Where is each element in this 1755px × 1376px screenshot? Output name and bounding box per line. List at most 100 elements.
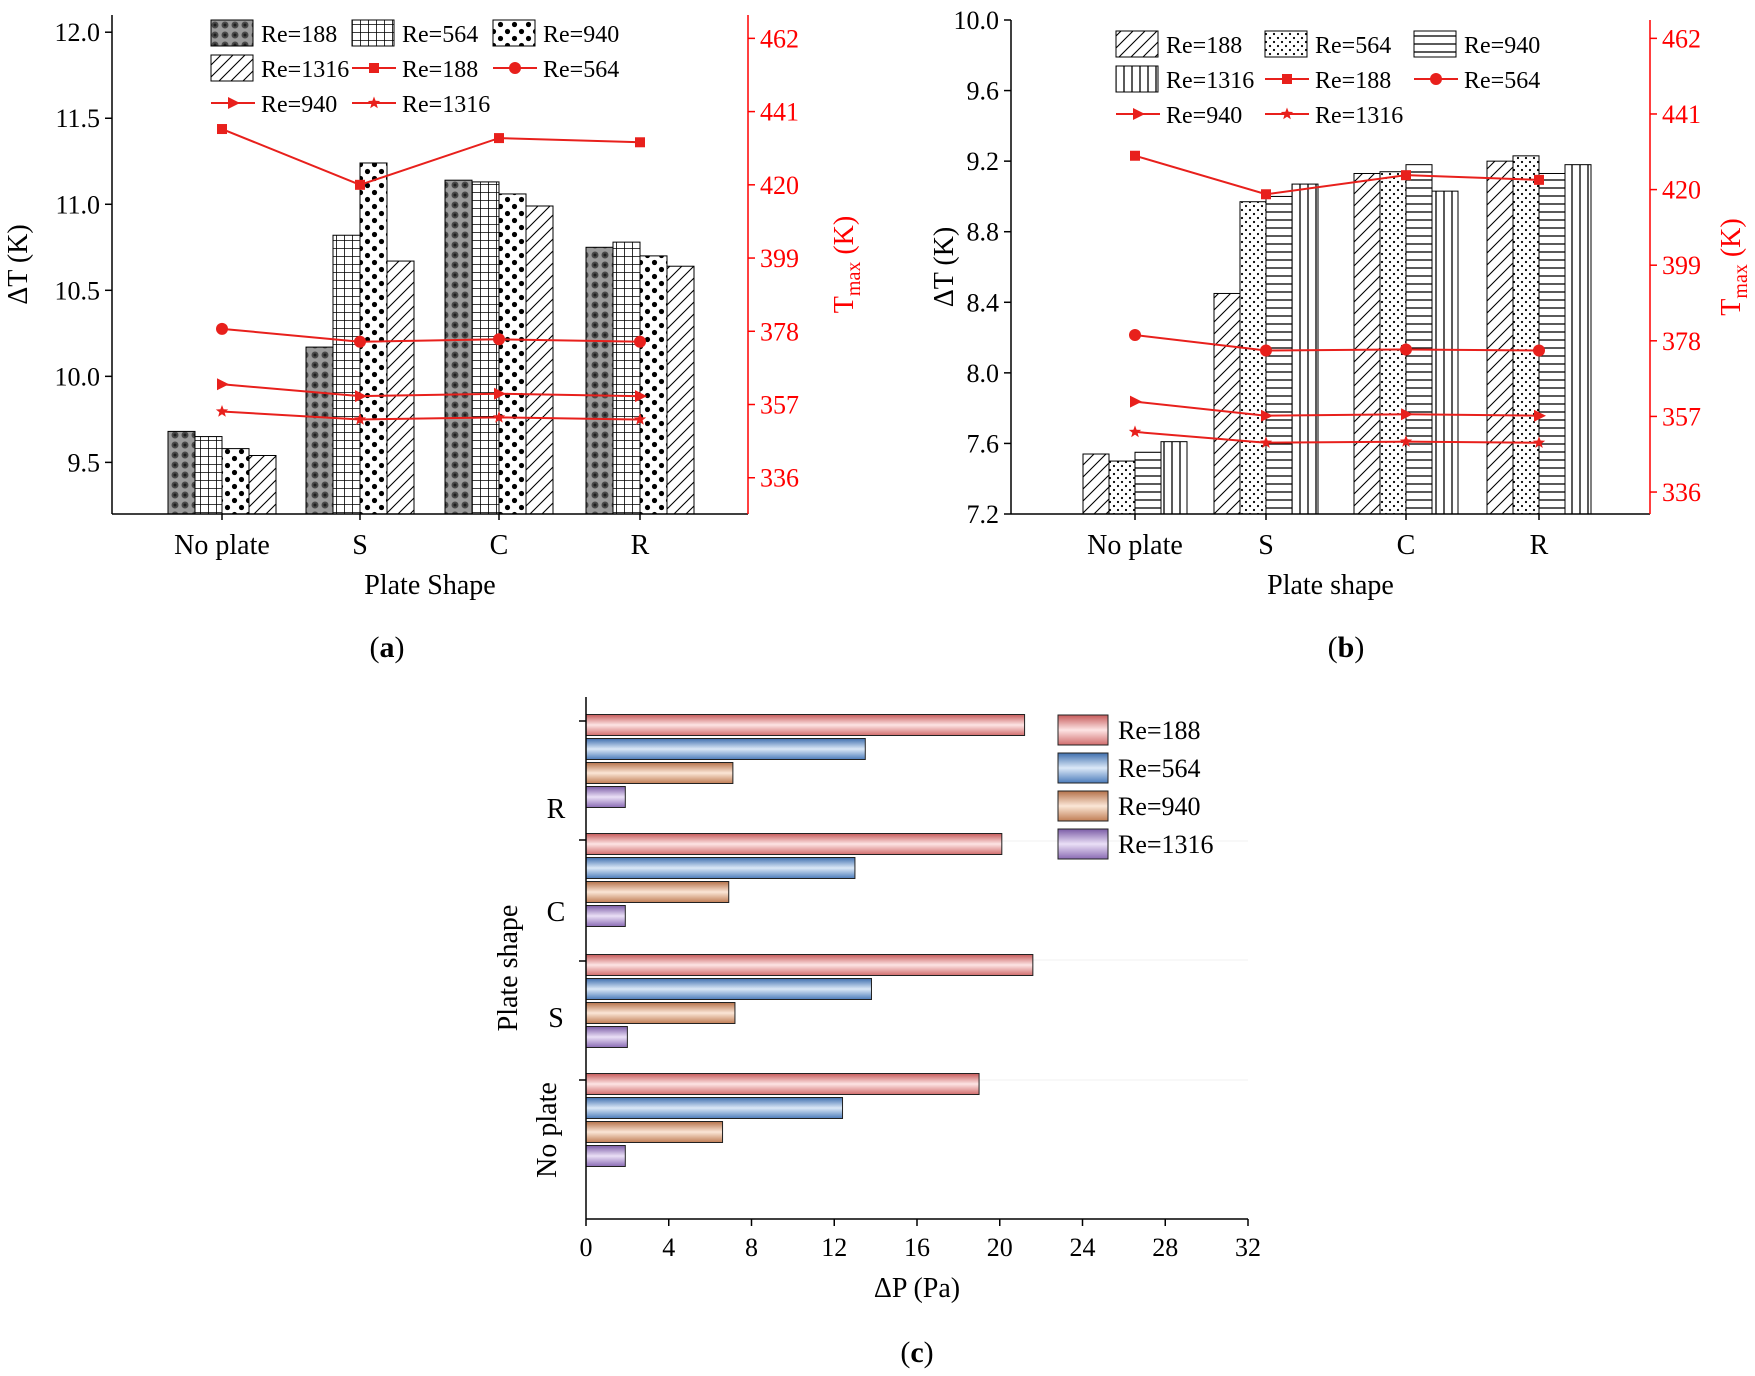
x-axis-title: ΔP (Pa) <box>874 1273 960 1304</box>
panel-label-b: (b) <box>1328 631 1365 664</box>
x-tick-label: 24 <box>1070 1233 1096 1262</box>
legend-label: Re=1316 <box>1315 103 1403 129</box>
legend-label: Re=564 <box>1315 33 1391 59</box>
bar <box>444 179 473 515</box>
line-marker <box>1129 329 1141 342</box>
x-tick-label: 8 <box>745 1233 758 1262</box>
y-tick-label: S <box>548 1003 564 1034</box>
series-line <box>1134 334 1540 352</box>
y2-tick-label: 420 <box>1662 176 1701 205</box>
bar <box>1291 183 1319 515</box>
y2-tick-label: 357 <box>760 391 799 420</box>
legend-swatch <box>1057 828 1109 860</box>
series-line <box>221 327 641 343</box>
line-marker <box>1130 395 1142 408</box>
line-marker <box>1532 436 1546 448</box>
y2-tick-label: 441 <box>1662 100 1701 129</box>
line-marker <box>1259 436 1273 448</box>
legend-label: Re=564 <box>402 22 478 48</box>
hbar <box>585 738 866 760</box>
x-tick-label: 0 <box>580 1233 593 1262</box>
y-tick-label: 7.6 <box>967 429 1000 458</box>
bar <box>612 241 641 515</box>
bar <box>194 436 223 515</box>
legend-swatch <box>210 54 254 82</box>
y-tick-label: 8.4 <box>967 288 1000 317</box>
y2-axis-title: Tmax (K) <box>1716 218 1752 315</box>
bar <box>1213 292 1241 515</box>
bar <box>1379 171 1407 515</box>
series-line <box>1134 430 1540 444</box>
bar <box>639 255 668 515</box>
line-marker <box>492 410 506 423</box>
y-tick-label: 9.5 <box>68 448 101 477</box>
bar <box>167 430 196 515</box>
bar <box>1564 164 1592 515</box>
legend-label: Re=564 <box>543 57 619 83</box>
legend-label: Re=188 <box>1166 33 1242 59</box>
x-tick-label: 12 <box>821 1233 847 1262</box>
hbar <box>585 1073 980 1095</box>
line-marker <box>494 387 506 400</box>
x-tick-label: C <box>1397 530 1416 561</box>
svg-text:(b): (b) <box>1328 631 1365 664</box>
legend-label: Re=188 <box>1118 716 1201 745</box>
y2-tick-label: 357 <box>1662 402 1701 431</box>
legend-label: Re=188 <box>402 57 478 83</box>
y-tick-label: 8.8 <box>967 218 1000 247</box>
series-line <box>221 410 641 421</box>
panel-label-a: (a) <box>370 631 405 664</box>
panel-b: 7.2 7.6 8.0 8.4 8.8 9.2 9.6 10.0 336 357 378 399 420… <box>929 6 1752 601</box>
hbar <box>585 1121 724 1143</box>
y-tick-label: C <box>547 897 566 928</box>
hbar <box>585 1145 626 1167</box>
line-marker <box>633 413 647 425</box>
y-tick-label: 7.2 <box>967 500 1000 529</box>
line-marker <box>635 390 647 403</box>
legend-swatch <box>1057 790 1109 822</box>
legend-label: Re=1316 <box>402 92 490 118</box>
panel-a: 9.5 10.0 10.5 11.0 11.5 12.0 336 357 378 399 420 44… <box>3 15 865 601</box>
bar <box>1239 201 1267 515</box>
hbar <box>585 881 730 903</box>
y-axis-title: Plate shape <box>493 905 524 1032</box>
y2-tick-label: 336 <box>760 464 799 493</box>
y-tick-label: 10.0 <box>55 362 101 391</box>
x-tick-label: 28 <box>1152 1233 1178 1262</box>
y-tick-label: 11.5 <box>55 104 100 133</box>
hbar <box>585 857 856 879</box>
bar <box>386 260 415 515</box>
hbar <box>585 978 872 1000</box>
legend-marker <box>1430 73 1442 85</box>
y2-tick-label: 399 <box>760 244 799 273</box>
legend: Re=188 Re=564 Re=940 Re=1316 Re=188 Re=564 Re=… <box>1115 30 1540 129</box>
bar <box>1160 441 1188 515</box>
bar <box>666 265 695 515</box>
legend-swatch <box>1413 30 1457 58</box>
legend-label: Re=940 <box>1118 792 1201 821</box>
x-tick-label: 4 <box>662 1233 675 1262</box>
bar <box>1082 453 1110 515</box>
x-axis-title: Plate shape <box>1267 570 1394 601</box>
legend-label: Re=188 <box>1315 68 1391 94</box>
line-marker <box>494 133 504 144</box>
legend-label: Re=940 <box>261 92 337 118</box>
legend-label: Re=940 <box>1166 103 1242 129</box>
y-tick-label: 8.0 <box>967 359 1000 388</box>
x-tick-label: 20 <box>987 1233 1013 1262</box>
y-tick-label: R <box>547 794 566 825</box>
bar <box>1486 160 1514 515</box>
svg-text:(a): (a) <box>370 631 405 664</box>
y-tick-label: 9.2 <box>967 147 1000 176</box>
bar <box>1512 155 1540 515</box>
legend-swatch <box>1264 30 1308 58</box>
hbar <box>585 762 734 784</box>
line-marker <box>1128 425 1142 438</box>
legend-label: Re=1316 <box>261 57 349 83</box>
hbar <box>585 1002 736 1024</box>
series-line <box>1134 154 1540 196</box>
legend-marker <box>369 63 379 73</box>
bar <box>1134 451 1162 515</box>
bar <box>1353 172 1381 515</box>
